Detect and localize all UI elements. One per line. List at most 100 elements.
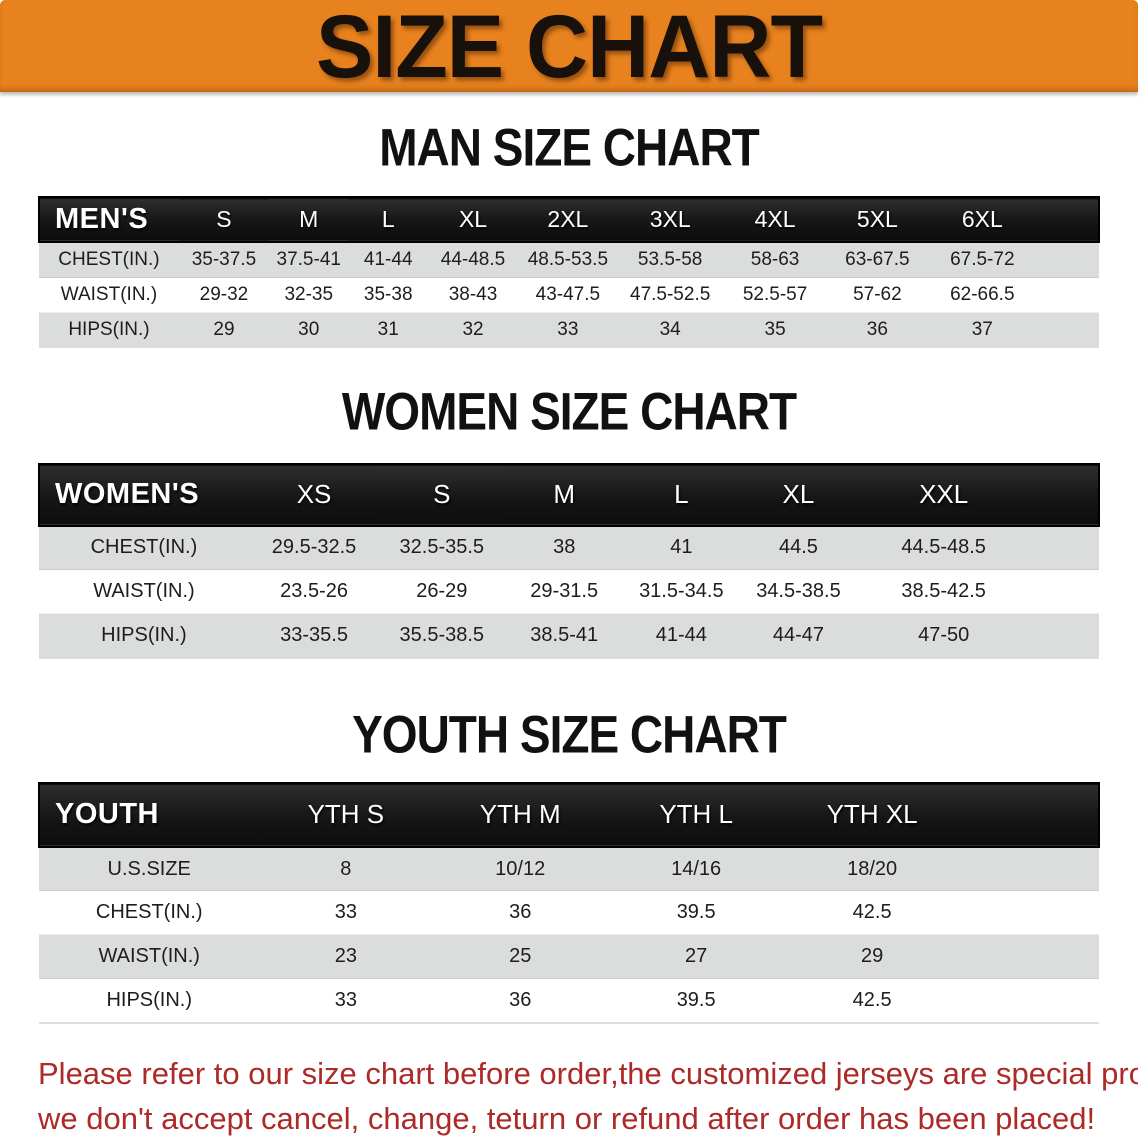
measure-label: HIPS(IN.) [39, 311, 179, 348]
women-size-section: WOMEN SIZE CHART WOMEN'S XS S M L XL XXL CHEST(… [38, 381, 1100, 659]
size-value-cell: 10/12 [432, 846, 609, 892]
spacer-cell [1037, 197, 1099, 242]
size-value-cell: 23 [259, 934, 433, 980]
size-column-header: XL [458, 206, 488, 233]
size-value-cell: 31 [348, 311, 428, 348]
table-row: HIPS(IN.) 29 30 31 32 33 34 35 36 37 [39, 311, 1099, 348]
size-chart-content: MAN SIZE CHART MEN'S S M L XL 2XL 3XL 4XL 5XL 6XL… [0, 117, 1138, 1024]
size-value-cell: 62-66.5 [950, 283, 1015, 305]
size-value-cell: 38.5-41 [504, 613, 625, 659]
disclaimer-line-2: we don't accept cancel, change, teturn o… [38, 1100, 1096, 1136]
size-value-cell: 36 [509, 901, 532, 924]
size-chart-banner: SIZE CHART [0, 0, 1138, 92]
table-row: U.S.SIZE 8 10/12 14/16 18/20 [39, 846, 1099, 892]
size-column-header: M [553, 479, 576, 510]
spacer-cell [1037, 277, 1099, 312]
table-row: CHEST(IN.) 35-37.5 37.5-41 41-44 44-48.5 48.5… [39, 241, 1099, 278]
size-column-header: YTH M [479, 799, 561, 830]
measure-label: CHEST(IN.) [39, 525, 249, 571]
size-value-cell: 43-47.5 [535, 283, 601, 305]
size-column-header: YTH S [307, 799, 385, 830]
size-value-cell: 42.5 [852, 901, 892, 924]
size-value-cell: 47-50 [858, 613, 1029, 659]
disclaimer: Please refer to our size chart before or… [0, 1051, 1138, 1141]
size-value-cell: 52.5-57 [742, 283, 808, 305]
size-value-cell: 38 [504, 525, 625, 571]
size-value-cell: 32-35 [284, 283, 334, 305]
women-size-table: WOMEN'S XS S M L XL XXL CHEST(IN.) 29.5-32.5 32.5… [38, 463, 1100, 659]
spacer-cell [1029, 464, 1099, 526]
men-size-chart-title: MAN SIZE CHART [379, 117, 760, 177]
size-value-cell: 53.5-58 [617, 241, 723, 278]
size-value-cell: 27 [608, 934, 785, 980]
men-size-table: MEN'S S M L XL 2XL 3XL 4XL 5XL 6XL CHEST(IN.) 35-37… [38, 196, 1100, 349]
size-value-cell: 67.5-72 [927, 241, 1038, 278]
size-value-cell: 36 [509, 989, 532, 1012]
size-value-cell: 39.5 [676, 989, 716, 1012]
group-label: YOUTH [55, 798, 159, 831]
size-value-cell: 44-47 [738, 613, 859, 659]
size-column-header: XL [782, 479, 815, 510]
size-value-cell: 32.5-35.5 [379, 525, 505, 571]
size-value-cell: 29.5-32.5 [248, 525, 380, 571]
size-value-cell: 44-48.5 [427, 241, 519, 278]
size-table-header-row: YOUTH YTH S YTH M YTH L YTH XL [39, 782, 1099, 847]
size-value-cell: 33 [518, 311, 618, 348]
size-value-cell: 35-38 [363, 283, 413, 305]
size-value-cell: 37.5-41 [269, 241, 349, 278]
size-value-cell: 31.5-34.5 [639, 580, 724, 603]
size-value-cell: 36 [827, 311, 928, 348]
spacer-cell [960, 979, 1099, 1023]
size-value-cell: 35 [722, 311, 828, 348]
size-value-cell: 29-31.5 [530, 580, 599, 603]
table-row: WAIST(IN.) 23 25 27 29 [39, 934, 1099, 980]
table-row: WAIST(IN.) 29-32 32-35 35-38 38-43 43-47.5 47.… [39, 277, 1099, 313]
size-value-cell: 39.5 [676, 901, 716, 924]
size-column-header: 4XL [754, 206, 796, 233]
size-value-cell: 44.5 [738, 525, 859, 571]
size-value-cell: 44.5-48.5 [858, 525, 1029, 571]
youth-size-chart-title: YOUTH SIZE CHART [352, 703, 787, 764]
measure-label: CHEST(IN.) [39, 241, 179, 278]
size-column-header: 3XL [649, 206, 691, 233]
size-column-header: XS [296, 479, 332, 510]
group-label: MEN'S [55, 203, 149, 236]
spacer-cell [960, 934, 1099, 980]
size-column-header: YTH L [659, 799, 733, 830]
table-row: CHEST(IN.) 33 36 39.5 42.5 [39, 890, 1099, 935]
table-row: CHEST(IN.) 29.5-32.5 32.5-35.5 38 41 44.5 44.5… [39, 525, 1099, 571]
size-value-cell: 30 [269, 311, 349, 348]
women-size-chart-title: WOMEN SIZE CHART [341, 381, 797, 442]
size-value-cell: 58-63 [722, 241, 828, 278]
size-column-header: L [381, 206, 395, 233]
measure-label: HIPS(IN.) [39, 613, 249, 659]
size-value-cell: 33-35.5 [248, 613, 380, 659]
spacer-cell [960, 846, 1099, 892]
size-value-cell: 47.5-52.5 [630, 283, 711, 305]
spacer-cell [1028, 525, 1099, 571]
table-row: HIPS(IN.) 33 36 39.5 42.5 [39, 978, 1099, 1023]
size-value-cell: 38-43 [448, 283, 498, 305]
size-column-header: 6XL [961, 206, 1003, 233]
banner-title: SIZE CHART [316, 0, 823, 97]
size-value-cell: 23.5-26 [280, 580, 348, 603]
size-value-cell: 25 [432, 934, 609, 980]
spacer-cell [1028, 613, 1099, 659]
measure-label: U.S.SIZE [39, 846, 260, 892]
size-column-header: 5XL [856, 206, 898, 233]
size-value-cell: 38.5-42.5 [901, 580, 986, 603]
size-value-cell: 48.5-53.5 [518, 241, 618, 278]
size-value-cell: 35.5-38.5 [379, 613, 505, 659]
measure-label: WAIST(IN.) [60, 283, 158, 305]
size-value-cell: 41-44 [624, 613, 739, 659]
size-value-cell: 35-37.5 [178, 241, 269, 278]
size-column-header: YTH XL [826, 799, 918, 830]
size-column-header: S [216, 206, 232, 233]
measure-label: CHEST(IN.) [95, 901, 203, 924]
size-value-cell: 18/20 [784, 846, 961, 892]
size-value-cell: 32 [427, 311, 519, 348]
size-column-header: M [299, 206, 319, 233]
size-value-cell: 26-29 [416, 580, 468, 603]
size-table-header-row: MEN'S S M L XL 2XL 3XL 4XL 5XL 6XL [39, 197, 1099, 243]
size-table-header-row: WOMEN'S XS S M L XL XXL [39, 463, 1099, 526]
